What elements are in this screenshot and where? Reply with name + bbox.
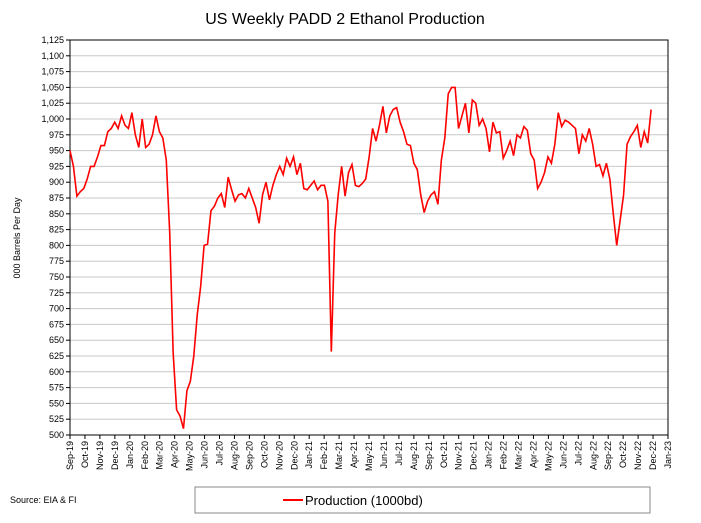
y-tick-label: 575 [49,383,64,393]
y-tick-label: 1,025 [41,98,64,108]
y-tick-label: 500 [49,430,64,440]
y-axis-label: 000 Barrels Per Day [12,197,22,279]
y-tick-label: 600 [49,367,64,377]
x-tick-label: Nov-20 [274,441,284,470]
y-tick-label: 900 [49,177,64,187]
x-tick-label: Mar-22 [514,441,524,470]
y-tick-label: 775 [49,256,64,266]
x-tick-label: Dec-21 [469,441,479,470]
x-tick-label: Mar-20 [155,441,165,470]
x-tick-label: Sep-20 [244,441,254,470]
x-tick-label: Nov-21 [454,441,464,470]
x-tick-label: Jun-21 [379,441,389,469]
x-tick-label: Sep-21 [424,441,434,470]
x-tick-label: Jun-22 [558,441,568,469]
y-tick-label: 750 [49,272,64,282]
x-tick-label: Dec-19 [110,441,120,470]
y-tick-label: 925 [49,161,64,171]
y-tick-label: 950 [49,146,64,156]
x-tick-label: Dec-20 [289,441,299,470]
y-tick-label: 975 [49,130,64,140]
y-tick-label: 1,075 [41,67,64,77]
y-tick-label: 850 [49,209,64,219]
legend-box [194,486,651,514]
x-tick-label: Jul-22 [573,441,583,466]
x-tick-label: Jan-21 [304,441,314,469]
x-tick-label: Apr-21 [349,441,359,468]
x-tick-label: Aug-20 [229,441,239,470]
source-note: Source: EIA & FI [10,495,77,505]
x-tick-label: Jan-22 [484,441,494,469]
x-tick-label: Jun-20 [200,441,210,469]
x-tick-label: Feb-21 [319,441,329,470]
plot-border [69,39,669,436]
y-tick-label: 550 [49,398,64,408]
x-tick-label: Apr-20 [170,441,180,468]
x-tick-label: Jan-23 [663,441,673,469]
x-tick-label: Sep-22 [603,441,613,470]
x-tick-label: Oct-22 [618,441,628,468]
x-tick-label: Oct-19 [80,441,90,468]
x-tick-label: Jul-21 [394,441,404,466]
y-tick-label: 1,000 [41,114,64,124]
y-tick-label: 525 [49,414,64,424]
y-tick-label: 1,100 [41,51,64,61]
x-tick-label: Aug-22 [588,441,598,470]
legend-label: Production (1000bd) [305,493,423,508]
x-tick-label: Aug-21 [409,441,419,470]
data-line [69,86,652,429]
chart-title: US Weekly PADD 2 Ethanol Production [205,11,485,28]
y-tick-label: 1,125 [41,35,64,45]
x-tick-label: Oct-20 [259,441,269,468]
x-tick-label: Mar-21 [334,441,344,470]
x-tick-label: Feb-22 [499,441,509,470]
y-tick-label: 700 [49,304,64,314]
y-tick-label: 625 [49,351,64,361]
x-tick-label: May-21 [364,441,374,471]
x-tick-label: Dec-22 [648,441,658,470]
y-tick-label: 800 [49,240,64,250]
x-tick-label: Nov-19 [95,441,105,470]
x-tick-label: May-20 [185,441,195,471]
x-tick-label: Apr-22 [528,441,538,468]
x-tick-label: Jan-20 [125,441,135,469]
x-tick-label: Sep-19 [65,441,75,470]
x-tick-label: May-22 [543,441,553,471]
y-tick-label: 650 [49,335,64,345]
y-tick-label: 1,050 [41,82,64,92]
x-tick-label: Oct-21 [439,441,449,468]
x-tick-label: Jul-20 [215,441,225,466]
x-tick-label: Feb-20 [140,441,150,470]
y-tick-label: 725 [49,288,64,298]
y-tick-label: 825 [49,225,64,235]
x-tick-label: Nov-22 [633,441,643,470]
y-tick-label: 875 [49,193,64,203]
y-tick-label: 675 [49,319,64,329]
